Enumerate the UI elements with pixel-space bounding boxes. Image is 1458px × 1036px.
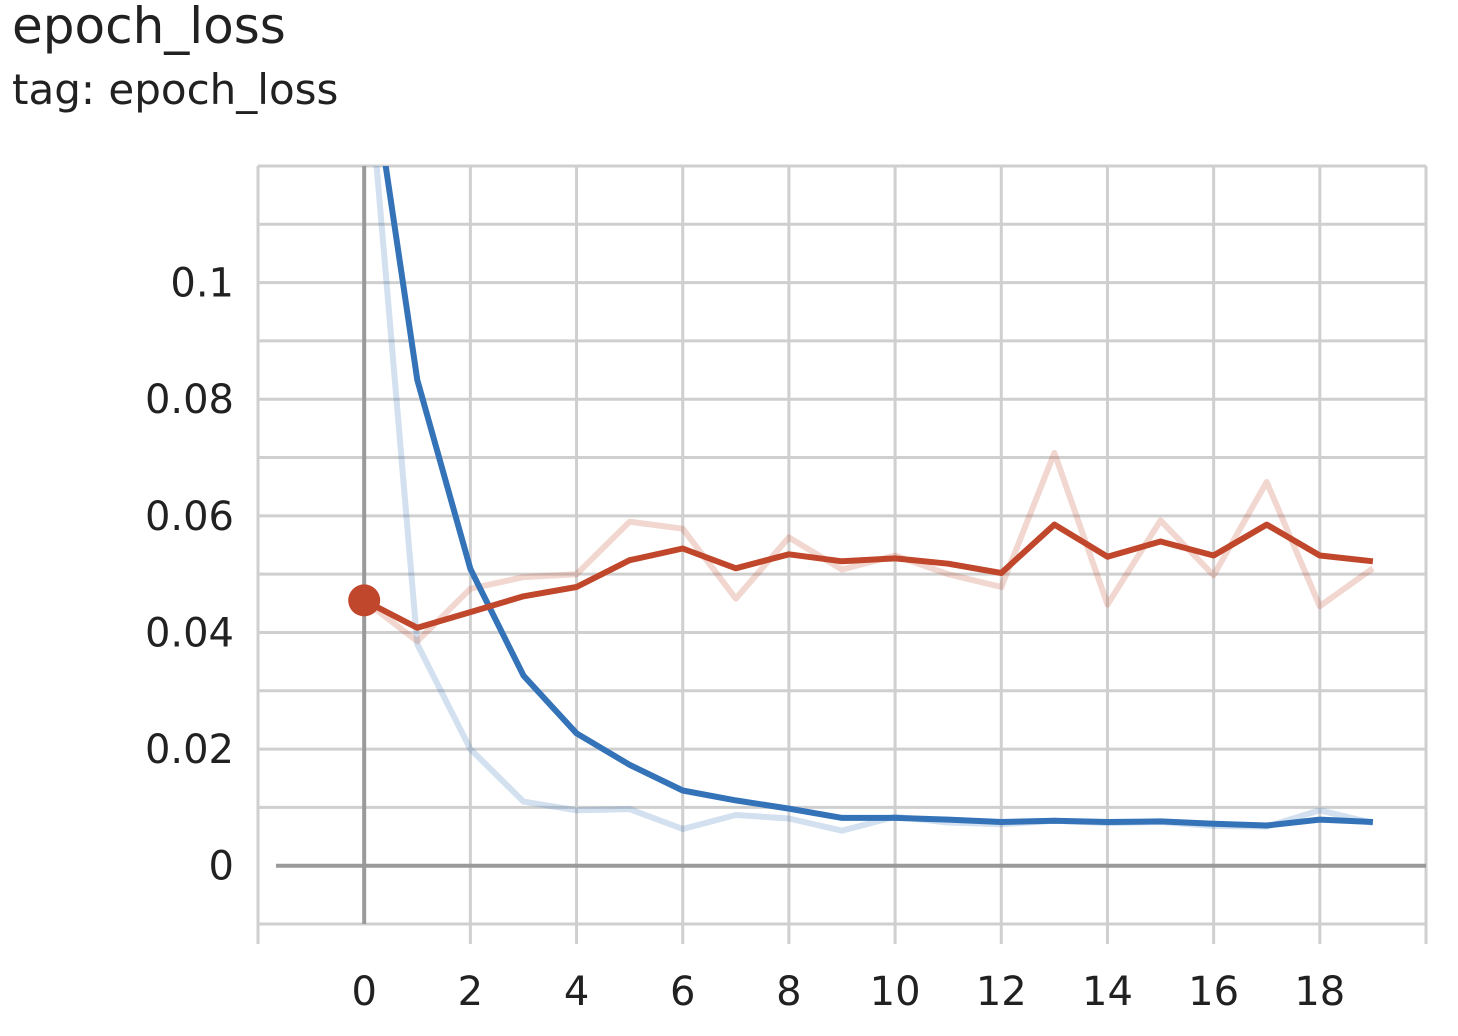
series-layer bbox=[348, 166, 1375, 834]
x-tick-label: 10 bbox=[870, 969, 921, 1015]
series-1-smoothed-line bbox=[362, 521, 1374, 631]
axis-layer bbox=[276, 166, 1426, 924]
x-tick-label: 0 bbox=[351, 969, 376, 1015]
series-1-raw-line bbox=[362, 449, 1375, 645]
highlight-point bbox=[348, 584, 381, 617]
y-tick-label: 0.1 bbox=[170, 261, 234, 307]
chart-subtitle: tag: epoch_loss bbox=[12, 65, 339, 114]
x-tick-label: 16 bbox=[1188, 969, 1239, 1015]
x-tick-label: 18 bbox=[1294, 969, 1345, 1015]
x-tick-label: 12 bbox=[976, 969, 1027, 1015]
y-tick-label: 0.06 bbox=[145, 494, 234, 540]
chart-title: epoch_loss bbox=[12, 0, 286, 55]
x-tick-label: 2 bbox=[458, 969, 483, 1015]
x-tick-label: 6 bbox=[670, 969, 695, 1015]
y-tick-label: 0 bbox=[209, 844, 234, 890]
y-tick-label: 0.04 bbox=[145, 610, 234, 656]
tick-label-layer: 0 0.02 0.04 0.06 0.08 0.1 0 2 4 6 8 10 12 14 16 18 bbox=[145, 261, 1345, 1015]
series-0-smoothed-line bbox=[382, 166, 1374, 829]
y-tick-label: 0.08 bbox=[145, 377, 234, 423]
x-tick-label: 4 bbox=[564, 969, 589, 1015]
series-0-raw-line bbox=[373, 166, 1374, 834]
y-tick-label: 0.02 bbox=[145, 727, 234, 773]
x-tick-label: 14 bbox=[1082, 969, 1133, 1015]
x-tick-label: 8 bbox=[776, 969, 801, 1015]
